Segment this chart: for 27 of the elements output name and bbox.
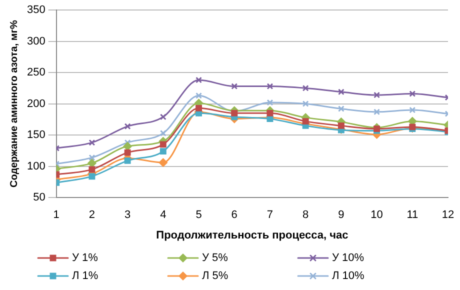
x-tick-label: 8 (302, 209, 309, 222)
y-tick-label: 200 (26, 98, 46, 110)
x-tick-label: 2 (88, 209, 96, 222)
x-tick-label: 1 (53, 209, 60, 222)
y-tick-label: 300 (26, 35, 46, 48)
x-tick-label: 4 (160, 209, 166, 222)
y-tick-label: 50 (33, 192, 46, 204)
legend-label: Л 5% (202, 270, 228, 282)
legend-label: Л 1% (72, 270, 98, 282)
x-tick-label: 7 (266, 209, 274, 222)
y-tick-label: 100 (26, 160, 46, 172)
y-tick-label: 250 (26, 66, 46, 79)
legend-label: У 10% (332, 252, 364, 264)
x-tick-label: 10 (370, 209, 383, 222)
x-axis-title: Продолжительность процесса, час (156, 229, 348, 242)
x-tick-label: 12 (442, 209, 454, 222)
x-tick-label: 5 (196, 209, 202, 222)
x-tick-label: 6 (231, 209, 238, 222)
y-tick-label: 150 (26, 129, 46, 142)
y-tick-label: 350 (26, 4, 46, 16)
x-tick-label: 3 (124, 209, 131, 222)
legend-label: У 1% (72, 252, 98, 264)
x-tick-label: 11 (406, 209, 418, 222)
x-tick-label: 9 (338, 209, 344, 222)
legend-label: У 5% (202, 252, 228, 264)
legend-label: Л 10% (332, 270, 365, 282)
y-axis-title: Содержание аминного азота, мг% (8, 20, 20, 188)
